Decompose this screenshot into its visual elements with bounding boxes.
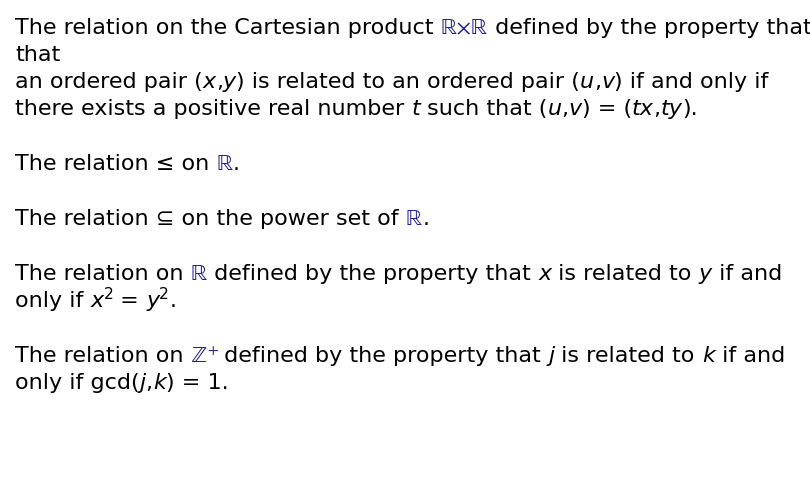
Text: is related to: is related to: [554, 346, 702, 366]
Text: The relation on: The relation on: [15, 264, 190, 284]
Text: ,: ,: [146, 373, 153, 393]
Text: ℝ: ℝ: [190, 265, 207, 285]
Text: such that (: such that (: [420, 99, 548, 119]
Text: ) = 1.: ) = 1.: [165, 373, 228, 393]
Text: The relation ≤ on: The relation ≤ on: [15, 154, 216, 174]
Text: 2: 2: [160, 288, 169, 302]
Text: only if: only if: [15, 291, 91, 311]
Text: ,: ,: [561, 99, 569, 119]
Text: if and: if and: [714, 346, 785, 366]
Text: =: =: [113, 291, 147, 311]
Text: j: j: [548, 346, 554, 366]
Text: if and: if and: [712, 264, 782, 284]
Text: tx: tx: [632, 99, 654, 119]
Text: k: k: [153, 373, 165, 393]
Text: y: y: [699, 264, 712, 284]
Text: ℝ: ℝ: [406, 210, 422, 230]
Text: there exists a positive real number: there exists a positive real number: [15, 99, 411, 119]
Text: .: .: [233, 154, 240, 174]
Text: u: u: [580, 72, 594, 92]
Text: ,: ,: [654, 99, 661, 119]
Text: is related to: is related to: [552, 264, 699, 284]
Text: ℝ: ℝ: [216, 155, 233, 175]
Text: ,: ,: [594, 72, 601, 92]
Text: v: v: [601, 72, 614, 92]
Text: an ordered pair (: an ordered pair (: [15, 72, 202, 92]
Text: ℝ×ℝ: ℝ×ℝ: [441, 19, 488, 39]
Text: The relation on the Cartesian product: The relation on the Cartesian product: [15, 18, 441, 38]
Text: that: that: [15, 45, 60, 65]
Text: The relation on: The relation on: [15, 346, 190, 366]
Text: ty: ty: [661, 99, 683, 119]
Text: x: x: [91, 291, 104, 311]
Text: only if gcd(: only if gcd(: [15, 373, 139, 393]
Text: 2: 2: [104, 288, 113, 302]
Text: ) = (: ) = (: [582, 99, 632, 119]
Text: j: j: [139, 373, 146, 393]
Text: defined by the property that: defined by the property that: [207, 264, 538, 284]
Text: y: y: [223, 72, 236, 92]
Text: ).: ).: [683, 99, 698, 119]
Text: ℤ: ℤ: [190, 347, 207, 367]
Text: The relation ⊆ on the power set of: The relation ⊆ on the power set of: [15, 209, 406, 229]
Text: x: x: [202, 72, 216, 92]
Text: defined by the property that: defined by the property that: [217, 346, 548, 366]
Text: ) is related to an ordered pair (: ) is related to an ordered pair (: [236, 72, 580, 92]
Text: t: t: [411, 99, 420, 119]
Text: x: x: [538, 264, 552, 284]
Text: .: .: [422, 209, 429, 229]
Text: u: u: [548, 99, 561, 119]
Text: ,: ,: [216, 72, 223, 92]
Text: ) if and only if: ) if and only if: [614, 72, 769, 92]
Text: defined by the property that: defined by the property that: [488, 18, 810, 38]
Text: +: +: [207, 344, 217, 358]
Text: y: y: [147, 291, 160, 311]
Text: v: v: [569, 99, 582, 119]
Text: .: .: [169, 291, 176, 311]
Text: k: k: [702, 346, 714, 366]
